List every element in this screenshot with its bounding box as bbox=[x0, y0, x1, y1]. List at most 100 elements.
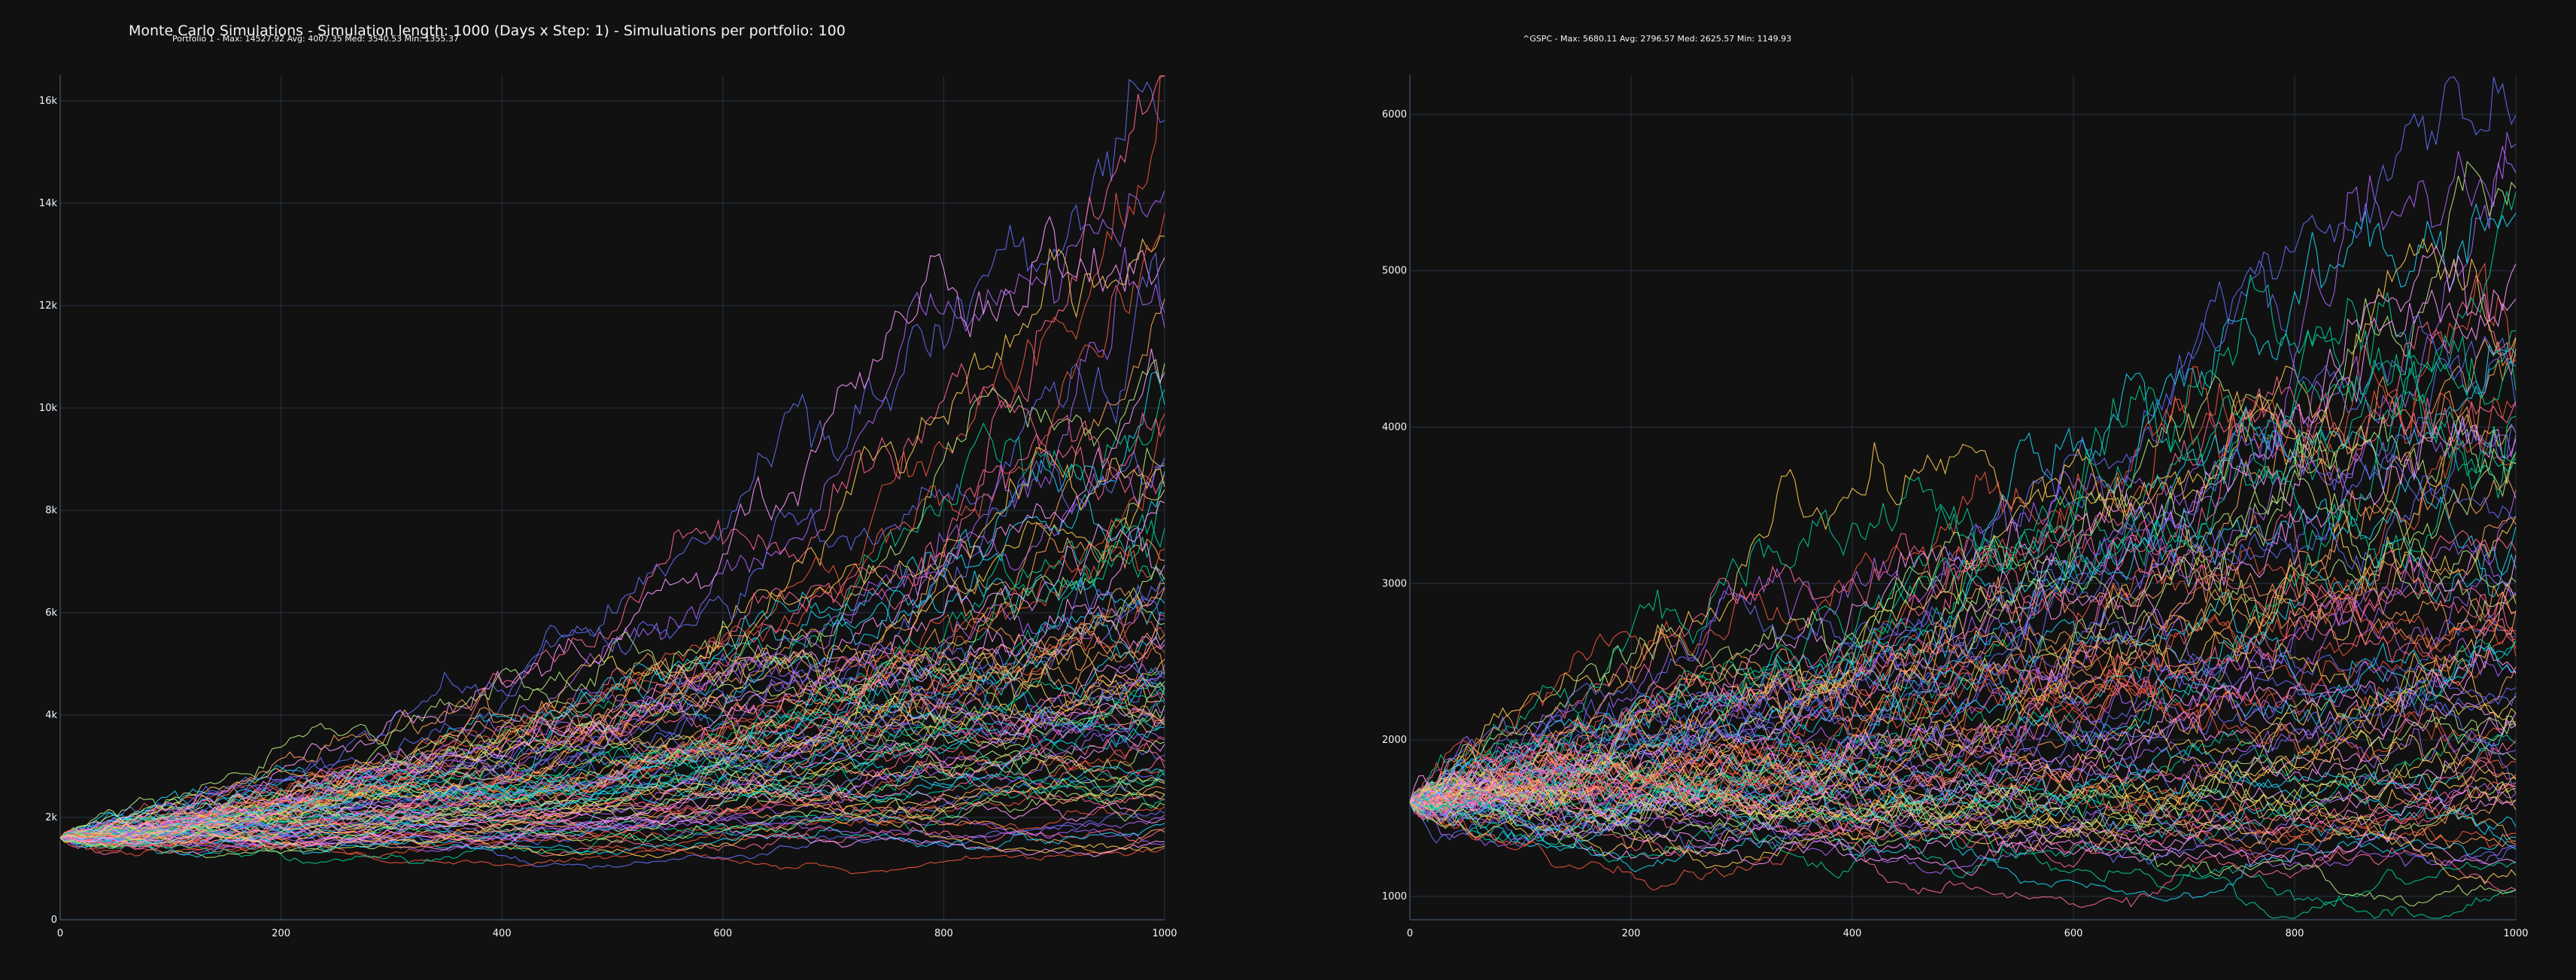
series-line bbox=[1409, 639, 2517, 804]
series-line bbox=[1409, 691, 2517, 819]
y-tick-label: 3000 bbox=[1382, 578, 1407, 589]
y-tick-label: 4000 bbox=[1382, 422, 1407, 434]
series-line bbox=[59, 78, 1165, 843]
series-line bbox=[59, 726, 1165, 838]
series-line bbox=[1409, 762, 2517, 866]
series-line bbox=[1409, 420, 2517, 803]
series-line bbox=[1409, 262, 2517, 811]
x-tick-label: 800 bbox=[2286, 928, 2304, 939]
series-line bbox=[59, 647, 1165, 842]
y-tick-label: 5000 bbox=[1382, 266, 1407, 277]
x-tick-label: 0 bbox=[57, 928, 63, 939]
portfolio-1-chart: 0 200 400 600 800 1000 0 2k 4k 6k 8k 10k 12k 14k 16k bbox=[39, 75, 1177, 939]
series-line bbox=[59, 433, 1165, 845]
series-line bbox=[1409, 761, 2517, 848]
gspc-chart: 0 200 400 600 800 1000 1000 2000 3000 4000 5000 600… bbox=[1382, 75, 2529, 939]
series-line bbox=[59, 810, 1165, 869]
series-line bbox=[59, 644, 1165, 839]
series-line bbox=[1409, 751, 2517, 822]
series-line bbox=[59, 298, 1165, 838]
series-line bbox=[1409, 685, 2517, 817]
series-line bbox=[59, 643, 1165, 839]
series-line bbox=[59, 190, 1165, 838]
y-tick-label: 12k bbox=[39, 300, 58, 312]
series-line bbox=[1409, 576, 2517, 842]
series-line bbox=[59, 579, 1165, 844]
series-line bbox=[1409, 160, 2517, 827]
series-line bbox=[1409, 778, 2517, 866]
series-line bbox=[59, 689, 1165, 838]
y-tick-label: 1000 bbox=[1382, 891, 1407, 902]
series-line bbox=[1409, 740, 2517, 868]
series-line bbox=[59, 586, 1165, 846]
series-line bbox=[1409, 743, 2517, 863]
y-tick-label: 8k bbox=[45, 505, 57, 516]
series-line bbox=[1409, 357, 2517, 805]
x-tick-label: 1000 bbox=[1152, 928, 1177, 939]
series-line bbox=[1409, 715, 2517, 843]
series-line bbox=[1409, 592, 2517, 810]
series-line bbox=[59, 586, 1165, 858]
series-line bbox=[1409, 202, 2517, 813]
series-line bbox=[1409, 76, 2517, 803]
series-line bbox=[1409, 783, 2517, 908]
gspc-title: ^GSPC - Max: 5680.11 Avg: 2796.57 Med: 2… bbox=[1523, 34, 1792, 44]
series-line bbox=[59, 766, 1165, 841]
series-line bbox=[1409, 717, 2517, 833]
series-line bbox=[59, 765, 1165, 846]
series-line bbox=[1409, 351, 2517, 803]
series-line bbox=[59, 777, 1165, 854]
series-line bbox=[59, 215, 1165, 839]
series-line bbox=[1409, 774, 2517, 885]
series-group bbox=[1409, 76, 2517, 919]
series-line bbox=[59, 702, 1165, 843]
y-tick-label: 2000 bbox=[1382, 735, 1407, 746]
series-line bbox=[59, 583, 1165, 839]
series-line bbox=[59, 753, 1165, 842]
series-line bbox=[59, 663, 1165, 842]
series-line bbox=[1409, 565, 2517, 803]
series-line bbox=[1409, 781, 2517, 891]
series-line bbox=[59, 816, 1165, 858]
series-line bbox=[1409, 802, 2517, 919]
series-line bbox=[1409, 593, 2517, 808]
x-tick-label: 400 bbox=[493, 928, 512, 939]
y-tick-label: 6k bbox=[45, 607, 57, 619]
series-line bbox=[1409, 263, 2517, 813]
x-tick-label: 200 bbox=[272, 928, 290, 939]
series-line bbox=[1409, 421, 2517, 803]
series-line bbox=[1409, 787, 2517, 869]
y-tick-label: 14k bbox=[39, 198, 58, 209]
series-line bbox=[1409, 274, 2517, 803]
series-line bbox=[1409, 190, 2517, 843]
series-line bbox=[1409, 770, 2517, 852]
series-line bbox=[1409, 756, 2517, 907]
series-line bbox=[1409, 585, 2517, 803]
series-line bbox=[1409, 655, 2517, 807]
series-line bbox=[1409, 688, 2517, 851]
y-tick-label: 0 bbox=[51, 915, 57, 926]
series-line bbox=[1409, 759, 2517, 906]
portfolio-1-title: Portfolio 1 - Max: 14527.92 Avg: 4007.35… bbox=[172, 34, 459, 44]
x-tick-label: 400 bbox=[1843, 928, 1862, 939]
x-tick-label: 800 bbox=[934, 928, 953, 939]
series-line bbox=[59, 540, 1165, 847]
series-line bbox=[1409, 677, 2517, 851]
x-tick-label: 1000 bbox=[2503, 928, 2528, 939]
y-tick-label: 2k bbox=[45, 812, 57, 823]
series-line bbox=[59, 808, 1165, 848]
series-line bbox=[1409, 366, 2517, 809]
series-line bbox=[59, 680, 1165, 843]
x-tick-label: 0 bbox=[1407, 928, 1413, 939]
series-line bbox=[59, 482, 1165, 838]
series-line bbox=[1409, 745, 2517, 839]
series-line bbox=[1409, 237, 2517, 803]
series-line bbox=[1409, 439, 2517, 806]
series-line bbox=[59, 462, 1165, 838]
series-line bbox=[59, 823, 1165, 858]
y-tick-label: 6000 bbox=[1382, 109, 1407, 120]
y-tick-label: 10k bbox=[39, 403, 58, 414]
series-line bbox=[59, 775, 1165, 842]
y-tick-label: 16k bbox=[39, 96, 58, 107]
series-line bbox=[59, 811, 1165, 857]
